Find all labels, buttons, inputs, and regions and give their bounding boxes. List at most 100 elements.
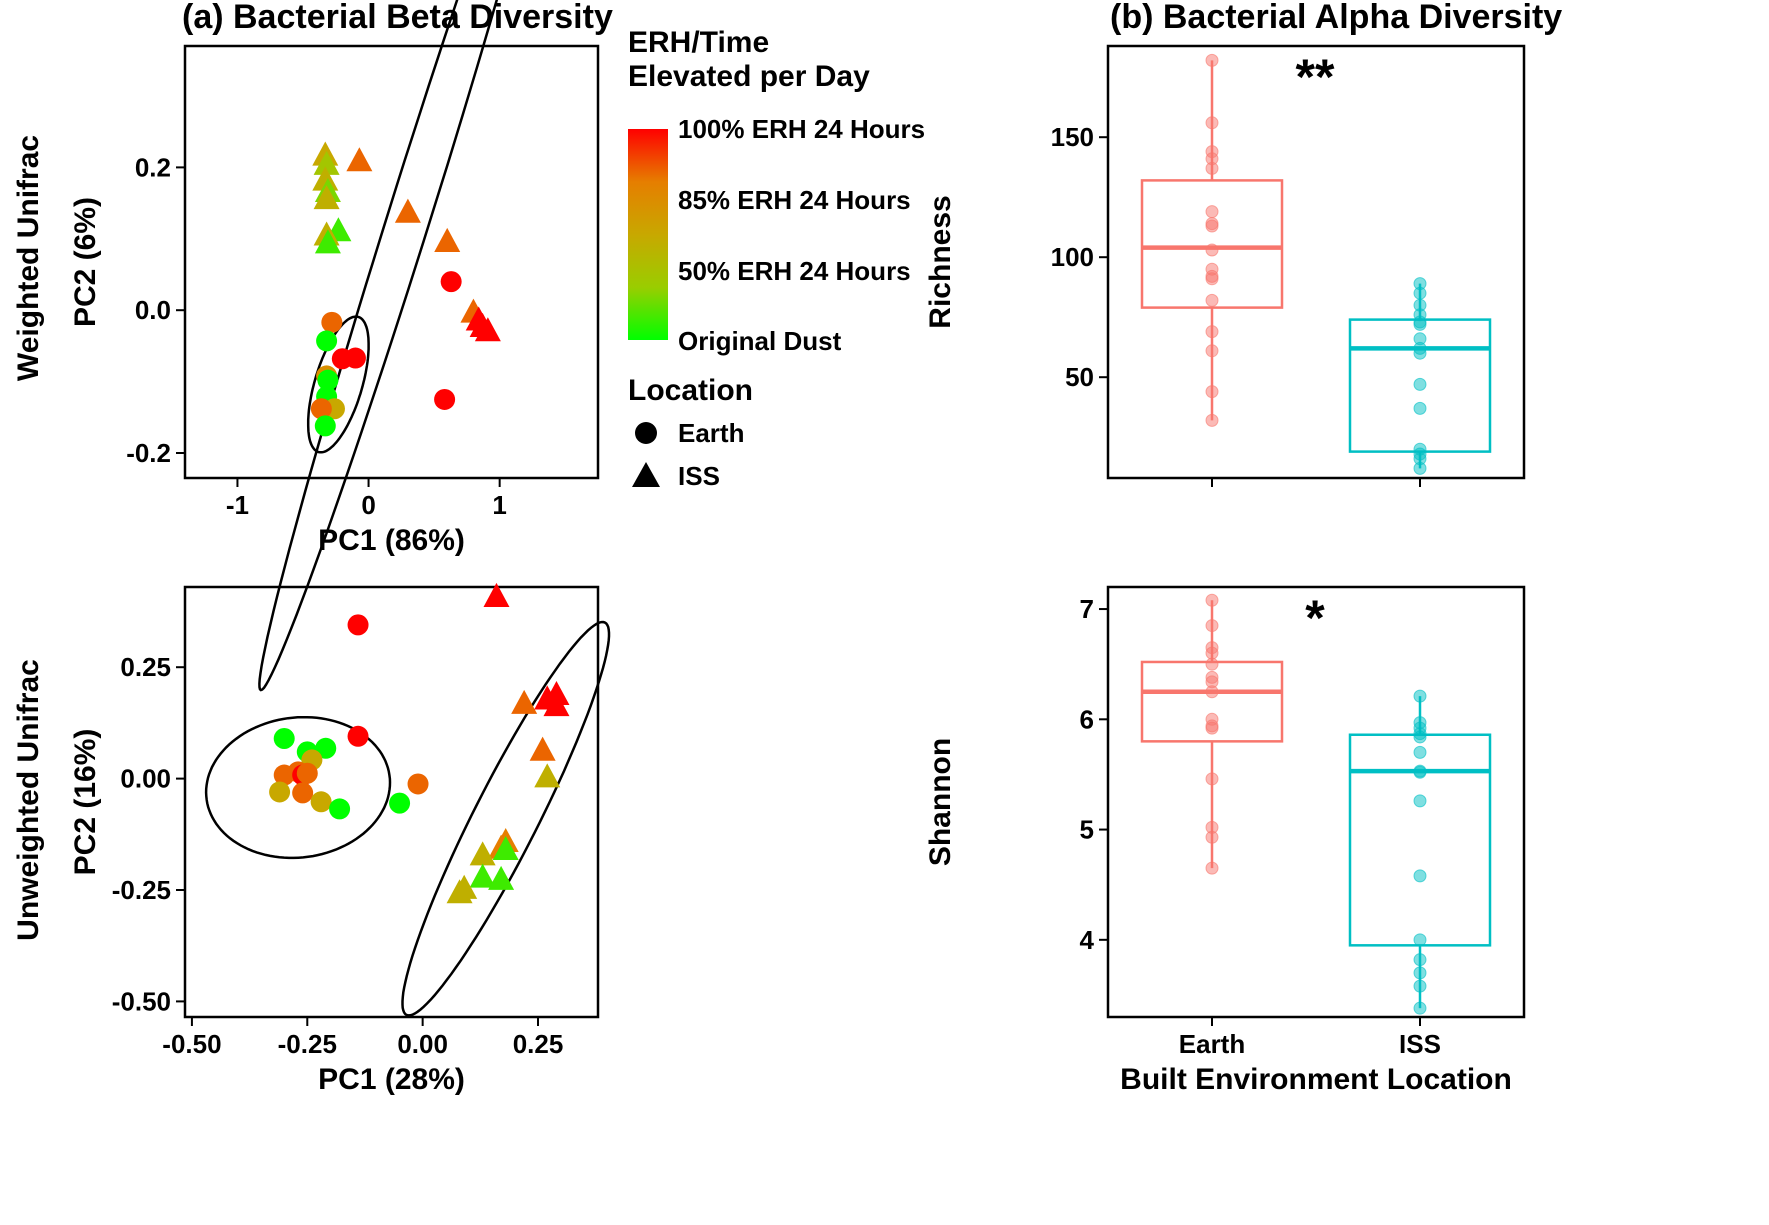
earth-point bbox=[347, 725, 369, 747]
iss-point bbox=[474, 317, 501, 342]
data-point bbox=[1413, 933, 1427, 947]
data-point bbox=[1205, 657, 1219, 671]
plot-frame bbox=[1106, 585, 1526, 1019]
legend-color-label-50: 50% ERH 24 Hours bbox=[678, 256, 911, 286]
earth-point bbox=[310, 398, 332, 420]
x-axis-title: PC1 (86%) bbox=[318, 524, 465, 557]
data-point bbox=[1413, 461, 1427, 475]
data-point bbox=[1205, 219, 1219, 233]
data-point bbox=[1205, 161, 1219, 175]
earth-point bbox=[317, 369, 339, 391]
data-point bbox=[1413, 317, 1427, 331]
legend-shape-label-iss: ISS bbox=[678, 461, 720, 491]
legend-circle-marker bbox=[635, 422, 657, 444]
legend: ERH/Time Elevated per Day 100% ERH 24 Ho… bbox=[628, 26, 925, 491]
legend-color-label-100: 100% ERH 24 Hours bbox=[678, 114, 925, 144]
richness-boxplot: 50 100 150 Richness ** bbox=[924, 44, 1526, 487]
earth-point bbox=[296, 762, 318, 784]
data-point bbox=[1413, 765, 1427, 779]
y-tick-label: 0.25 bbox=[120, 652, 171, 682]
earth-point bbox=[344, 347, 366, 369]
data-point bbox=[1205, 772, 1219, 786]
y-tick-label: 0.00 bbox=[120, 764, 171, 794]
data-point bbox=[1205, 53, 1219, 67]
row-label-weighted: Weighted Unifrac bbox=[12, 135, 45, 381]
data-point bbox=[1205, 619, 1219, 633]
x-tick-label: 0.25 bbox=[513, 1029, 564, 1059]
x-category-label: ISS bbox=[1399, 1029, 1441, 1059]
data-point bbox=[1413, 1001, 1427, 1015]
y-axis-title: PC2 (6%) bbox=[69, 197, 102, 327]
earth-point bbox=[310, 791, 332, 813]
data-point bbox=[1205, 272, 1219, 286]
x-tick-label: 0.00 bbox=[397, 1029, 448, 1059]
legend-triangle-marker bbox=[632, 462, 660, 487]
y-tick-label: 0.0 bbox=[135, 295, 171, 325]
data-point bbox=[1205, 293, 1219, 307]
iss-point bbox=[394, 198, 421, 223]
iss-point bbox=[469, 841, 496, 866]
earth-point bbox=[434, 388, 456, 410]
x-tick-label: 1 bbox=[492, 490, 506, 520]
y-tick-label: 5 bbox=[1080, 815, 1094, 845]
x-tick-label: 0 bbox=[361, 490, 375, 520]
earth-point bbox=[407, 773, 429, 795]
y-tick-label: -0.50 bbox=[112, 986, 171, 1016]
x-axis-title: PC1 (28%) bbox=[318, 1063, 465, 1096]
iss-point bbox=[346, 147, 373, 172]
legend-color-title-line1: ERH/Time bbox=[628, 26, 769, 59]
legend-shape-label-earth: Earth bbox=[678, 418, 744, 448]
earth-point bbox=[273, 728, 295, 750]
iss-point bbox=[511, 689, 538, 714]
data-point bbox=[1413, 346, 1427, 360]
shannon-boxplot: 4 5 6 7 Shannon Earth ISS Built Environment Loc… bbox=[924, 585, 1526, 1096]
data-point bbox=[1205, 861, 1219, 875]
iss-point bbox=[492, 836, 519, 861]
legend-color-title-line2: Elevated per Day bbox=[628, 60, 870, 93]
data-point bbox=[1205, 385, 1219, 399]
iss-point bbox=[313, 185, 340, 210]
significance-marker: * bbox=[1305, 590, 1325, 646]
y-tick-label: 4 bbox=[1080, 925, 1095, 955]
x-tick-label: -0.50 bbox=[162, 1029, 221, 1059]
confidence-ellipse bbox=[204, 715, 392, 860]
data-point bbox=[1413, 689, 1427, 703]
weighted-unifrac-plot: -0.2 0.0 0.2 PC2 (6%) -1 0 1 PC1 (86%) bbox=[69, 0, 600, 692]
panel-b-title: (b) Bacterial Alpha Diversity bbox=[1110, 0, 1562, 36]
data-point bbox=[1413, 953, 1427, 967]
earth-point bbox=[314, 415, 336, 437]
confidence-ellipse bbox=[401, 620, 611, 1017]
iss-point bbox=[543, 692, 570, 717]
data-point bbox=[1205, 685, 1219, 699]
iss-point bbox=[313, 150, 340, 175]
data-point bbox=[1205, 325, 1219, 339]
data-point bbox=[1413, 869, 1427, 883]
plot-frame bbox=[183, 44, 600, 480]
iss-point bbox=[312, 166, 339, 191]
iss-point bbox=[529, 736, 556, 761]
x-axis-title: Built Environment Location bbox=[1120, 1063, 1512, 1096]
confidence-ellipse bbox=[258, 0, 499, 692]
box bbox=[1140, 179, 1284, 309]
earth-point bbox=[292, 782, 314, 804]
panel-a-title: (a) Bacterial Beta Diversity bbox=[182, 0, 613, 36]
x-tick-label: -0.25 bbox=[278, 1029, 337, 1059]
y-tick-label: -0.25 bbox=[112, 875, 171, 905]
data-point bbox=[1413, 745, 1427, 759]
data-point bbox=[1205, 413, 1219, 427]
earth-point bbox=[389, 792, 411, 814]
legend-shape-title: Location bbox=[628, 374, 753, 407]
data-point bbox=[1205, 646, 1219, 660]
data-point bbox=[1205, 116, 1219, 130]
y-tick-label: 150 bbox=[1051, 122, 1094, 152]
data-point bbox=[1413, 966, 1427, 980]
data-point bbox=[1205, 205, 1219, 219]
y-tick-label: -0.2 bbox=[126, 438, 171, 468]
iss-point bbox=[469, 863, 496, 888]
confidence-ellipse bbox=[306, 315, 370, 454]
row-label-unweighted: Unweighted Unifrac bbox=[12, 659, 45, 941]
iss-point bbox=[488, 865, 515, 890]
data-point bbox=[1413, 794, 1427, 808]
data-point bbox=[1413, 730, 1427, 744]
earth-point bbox=[269, 781, 291, 803]
